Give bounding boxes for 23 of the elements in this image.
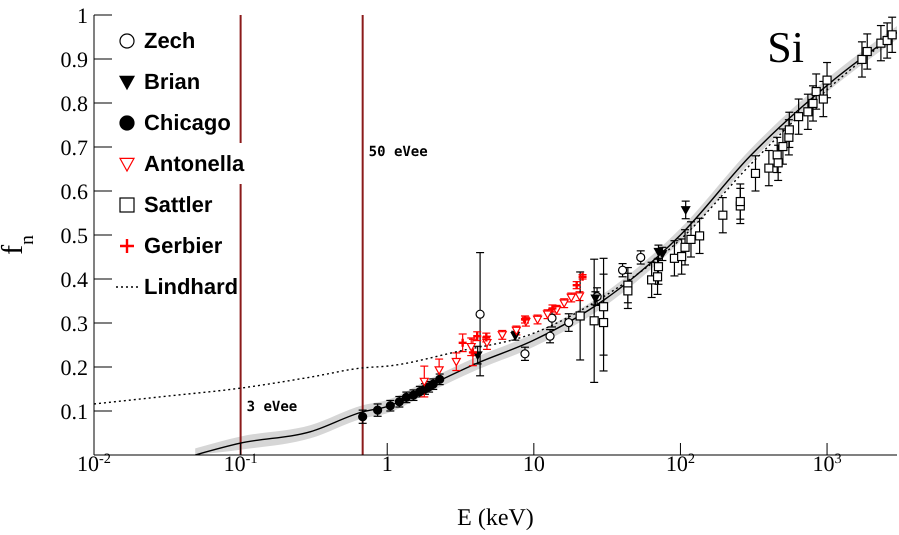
y-tick-label: 1	[77, 3, 88, 28]
annotation: Si	[767, 22, 804, 73]
legend-label: Chicago	[144, 102, 231, 143]
x-axis-title: E (keV)	[457, 505, 534, 531]
y-tick-label: 0.2	[60, 355, 88, 380]
y-tick-label: 0.8	[60, 91, 88, 116]
y-tick-label: 0.3	[60, 311, 88, 336]
y-tick-label: 0.1	[60, 399, 88, 424]
y-tick-label: 0.7	[60, 135, 88, 160]
y-tick-label: 0.5	[60, 223, 88, 248]
y-tick-label: 0.9	[60, 47, 88, 72]
legend-label: Brian	[144, 61, 200, 102]
legend-label: Lindhard	[144, 266, 238, 307]
y-tick-label: 0.4	[60, 267, 88, 292]
legend-label: Gerbier	[144, 225, 222, 266]
y-tick-label: 0.6	[60, 179, 88, 204]
ref-line-label: 3 eVee	[246, 399, 298, 415]
legend-label: Antonella	[144, 143, 244, 184]
legend-label: Sattler	[144, 184, 212, 225]
x-tick-label: 1	[382, 451, 393, 476]
ref-line-label: 50 eVee	[368, 144, 428, 160]
legend-label: Zech	[144, 20, 196, 61]
x-tick-label: 10	[522, 451, 545, 476]
